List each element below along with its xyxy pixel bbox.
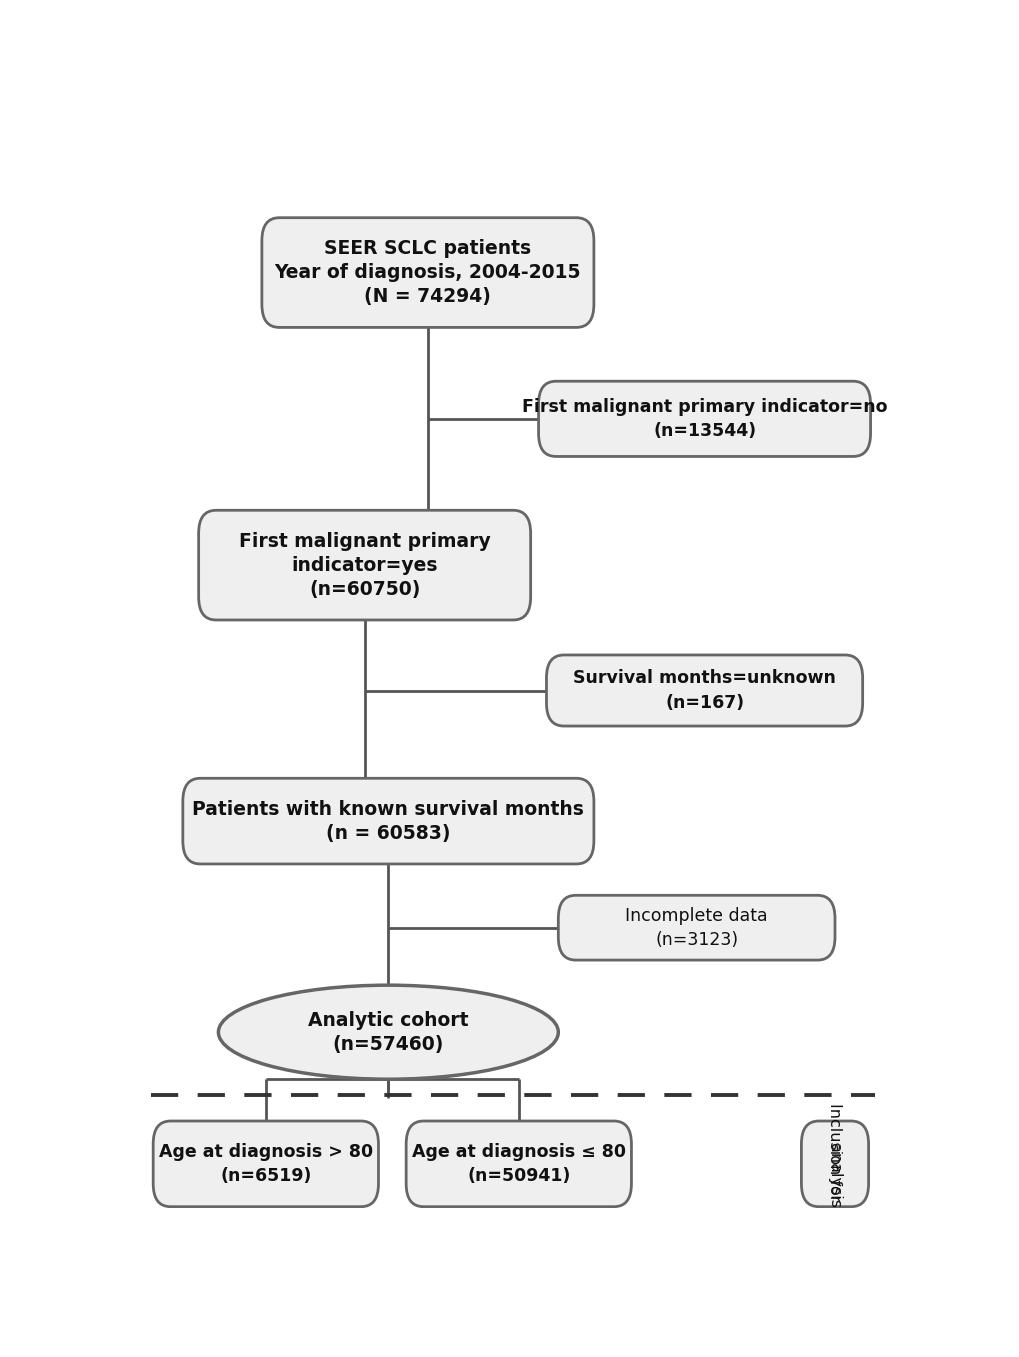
Text: First malignant primary indicator=no: First malignant primary indicator=no xyxy=(522,398,887,415)
Text: (n=6519): (n=6519) xyxy=(220,1167,311,1185)
FancyBboxPatch shape xyxy=(153,1121,378,1206)
FancyBboxPatch shape xyxy=(406,1121,631,1206)
Text: Age at diagnosis ≤ 80: Age at diagnosis ≤ 80 xyxy=(412,1143,626,1160)
FancyBboxPatch shape xyxy=(538,381,870,456)
Text: (n=60750): (n=60750) xyxy=(309,579,420,598)
Text: Analytic cohort: Analytic cohort xyxy=(308,1011,468,1030)
Text: indicator=yes: indicator=yes xyxy=(291,555,437,574)
FancyBboxPatch shape xyxy=(557,896,835,961)
Text: Survival months=unknown: Survival months=unknown xyxy=(573,669,836,688)
Text: (n=167): (n=167) xyxy=(664,693,744,711)
Text: (n=57460): (n=57460) xyxy=(332,1034,443,1053)
Text: Year of diagnosis, 2004-2015: Year of diagnosis, 2004-2015 xyxy=(274,263,581,282)
Text: Patients with known survival months: Patients with known survival months xyxy=(193,799,584,818)
FancyBboxPatch shape xyxy=(262,217,593,327)
Text: (n = 60583): (n = 60583) xyxy=(326,824,450,843)
Ellipse shape xyxy=(218,985,557,1079)
Text: (n=50941): (n=50941) xyxy=(467,1167,570,1185)
FancyBboxPatch shape xyxy=(801,1121,868,1206)
Text: (n=3123): (n=3123) xyxy=(654,931,738,949)
Text: Incomplete data: Incomplete data xyxy=(625,906,767,924)
Text: Age at diagnosis > 80: Age at diagnosis > 80 xyxy=(159,1143,373,1160)
Text: analysis: analysis xyxy=(826,1144,842,1208)
FancyBboxPatch shape xyxy=(182,779,593,864)
Text: Inclusion for: Inclusion for xyxy=(826,1103,842,1201)
Text: (n=13544): (n=13544) xyxy=(652,422,755,440)
FancyBboxPatch shape xyxy=(546,655,862,726)
Text: (N = 74294): (N = 74294) xyxy=(364,288,491,307)
Text: SEER SCLC patients: SEER SCLC patients xyxy=(324,239,531,258)
Text: First malignant primary: First malignant primary xyxy=(238,532,490,551)
FancyBboxPatch shape xyxy=(199,510,530,620)
